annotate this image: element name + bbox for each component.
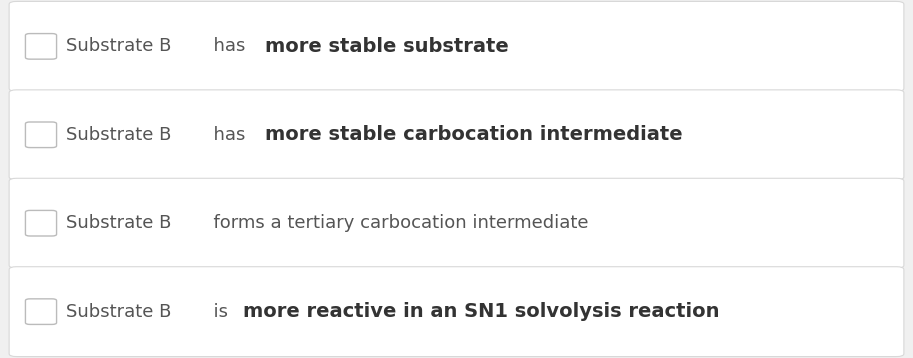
Text: Substrate B: Substrate B [66,214,172,232]
Text: Substrate B: Substrate B [66,37,172,55]
FancyBboxPatch shape [9,267,904,357]
Text: more reactive in an SN1 solvolysis reaction: more reactive in an SN1 solvolysis react… [243,302,719,321]
Text: more stable substrate: more stable substrate [266,37,509,56]
FancyBboxPatch shape [9,178,904,268]
Text: Substrate B: Substrate B [66,303,172,321]
FancyBboxPatch shape [26,211,57,236]
Text: Substrate B: Substrate B [66,126,172,144]
Text: has: has [202,126,251,144]
Text: more stable carbocation intermediate: more stable carbocation intermediate [266,125,683,144]
FancyBboxPatch shape [26,34,57,59]
FancyBboxPatch shape [26,299,57,324]
FancyBboxPatch shape [9,1,904,91]
FancyBboxPatch shape [9,90,904,180]
Text: has: has [202,37,251,55]
Text: is: is [202,303,234,321]
Text: forms a tertiary carbocation intermediate: forms a tertiary carbocation intermediat… [202,214,589,232]
FancyBboxPatch shape [26,122,57,147]
